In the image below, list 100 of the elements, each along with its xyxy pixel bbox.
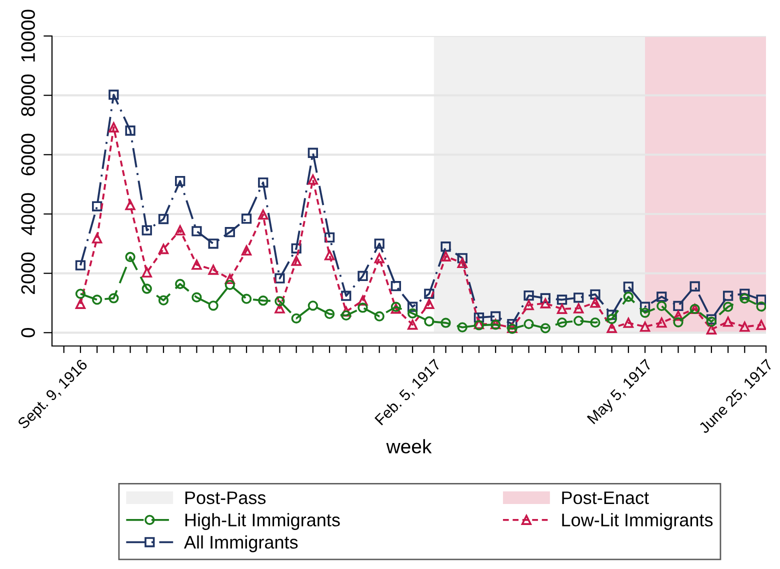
point bbox=[457, 322, 468, 332]
point bbox=[208, 264, 218, 275]
point bbox=[606, 314, 617, 324]
point bbox=[640, 302, 650, 312]
point bbox=[258, 210, 268, 220]
point bbox=[524, 318, 534, 330]
y-tick-label: 10000 bbox=[21, 10, 35, 62]
point bbox=[291, 256, 302, 266]
point bbox=[424, 288, 434, 299]
point bbox=[673, 317, 684, 328]
point bbox=[673, 310, 684, 321]
point bbox=[640, 308, 650, 318]
y-tick-label: 8000 bbox=[21, 74, 35, 116]
point bbox=[341, 290, 352, 301]
point bbox=[440, 251, 451, 262]
legend-label: Low-Lit Immigrants bbox=[562, 513, 713, 530]
point bbox=[606, 310, 617, 320]
point bbox=[374, 238, 384, 249]
point bbox=[192, 292, 202, 302]
point bbox=[440, 242, 451, 252]
point bbox=[324, 308, 335, 320]
point bbox=[706, 316, 717, 327]
point bbox=[224, 280, 235, 290]
point bbox=[540, 293, 550, 304]
y-tick-label: 4000 bbox=[21, 193, 35, 236]
point bbox=[92, 233, 102, 244]
point bbox=[308, 300, 318, 311]
point bbox=[424, 298, 434, 309]
point bbox=[457, 253, 468, 264]
point bbox=[108, 122, 119, 132]
point bbox=[640, 322, 650, 332]
point bbox=[407, 308, 418, 318]
point bbox=[142, 225, 152, 236]
point bbox=[108, 90, 119, 100]
point bbox=[722, 290, 734, 301]
legend-label: Post-Pass bbox=[185, 492, 266, 504]
y-tick-label: 2000 bbox=[21, 252, 35, 294]
point bbox=[656, 317, 667, 328]
point bbox=[125, 126, 136, 136]
y-tick-label: 6000 bbox=[21, 134, 35, 176]
point bbox=[524, 290, 534, 301]
point bbox=[457, 258, 468, 268]
point bbox=[241, 245, 252, 256]
point bbox=[291, 243, 302, 254]
point bbox=[274, 303, 285, 314]
point bbox=[556, 294, 568, 305]
point bbox=[92, 201, 102, 212]
point bbox=[358, 296, 368, 306]
point bbox=[623, 292, 634, 302]
point bbox=[574, 303, 584, 314]
point bbox=[208, 300, 218, 311]
point bbox=[358, 302, 368, 313]
legend-label: High-Lit Immigrants bbox=[185, 513, 340, 530]
point bbox=[556, 304, 568, 314]
point bbox=[574, 316, 584, 326]
point bbox=[241, 294, 252, 304]
point bbox=[540, 298, 550, 308]
point bbox=[358, 270, 368, 282]
point bbox=[291, 313, 302, 324]
legend-label: All Immigrants bbox=[184, 535, 298, 552]
point bbox=[208, 238, 218, 249]
point bbox=[474, 312, 484, 323]
point bbox=[590, 317, 600, 328]
point bbox=[407, 320, 418, 330]
point bbox=[606, 322, 617, 333]
point bbox=[524, 300, 534, 310]
point bbox=[706, 324, 717, 334]
point bbox=[158, 244, 169, 254]
point bbox=[75, 298, 86, 309]
point bbox=[324, 250, 335, 260]
point bbox=[740, 293, 750, 304]
legend-label: Post-Enact bbox=[562, 492, 649, 504]
point bbox=[756, 294, 766, 305]
point bbox=[740, 322, 750, 332]
point bbox=[258, 296, 268, 306]
point bbox=[722, 302, 734, 312]
point bbox=[490, 311, 501, 322]
point bbox=[623, 282, 634, 292]
point bbox=[241, 214, 252, 224]
point bbox=[125, 200, 136, 210]
point bbox=[175, 278, 186, 290]
x-axis-title: week bbox=[386, 439, 432, 454]
point bbox=[258, 177, 268, 188]
point bbox=[274, 296, 285, 306]
point bbox=[623, 318, 634, 328]
point bbox=[756, 320, 766, 330]
point bbox=[158, 295, 169, 306]
point bbox=[424, 316, 434, 326]
point bbox=[224, 274, 235, 284]
point bbox=[656, 300, 667, 312]
point bbox=[407, 302, 418, 312]
point bbox=[556, 317, 568, 328]
point bbox=[690, 281, 700, 292]
point bbox=[673, 300, 684, 312]
point bbox=[374, 311, 384, 322]
point bbox=[75, 260, 86, 270]
point bbox=[142, 284, 152, 294]
point bbox=[75, 288, 86, 299]
point bbox=[756, 301, 766, 312]
point bbox=[224, 227, 235, 238]
